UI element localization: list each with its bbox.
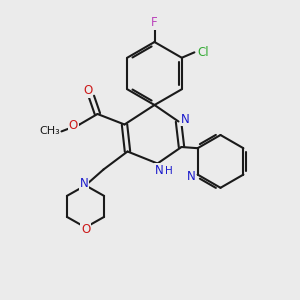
Text: N: N bbox=[80, 177, 88, 190]
Text: N: N bbox=[187, 169, 195, 183]
Text: F: F bbox=[151, 16, 158, 29]
Text: O: O bbox=[81, 223, 90, 236]
Text: O: O bbox=[69, 118, 78, 132]
Text: O: O bbox=[83, 84, 92, 97]
Text: N: N bbox=[154, 164, 164, 177]
Text: Cl: Cl bbox=[197, 46, 208, 59]
Text: CH₃: CH₃ bbox=[39, 126, 60, 136]
Text: H: H bbox=[165, 166, 173, 176]
Text: N: N bbox=[181, 112, 190, 126]
